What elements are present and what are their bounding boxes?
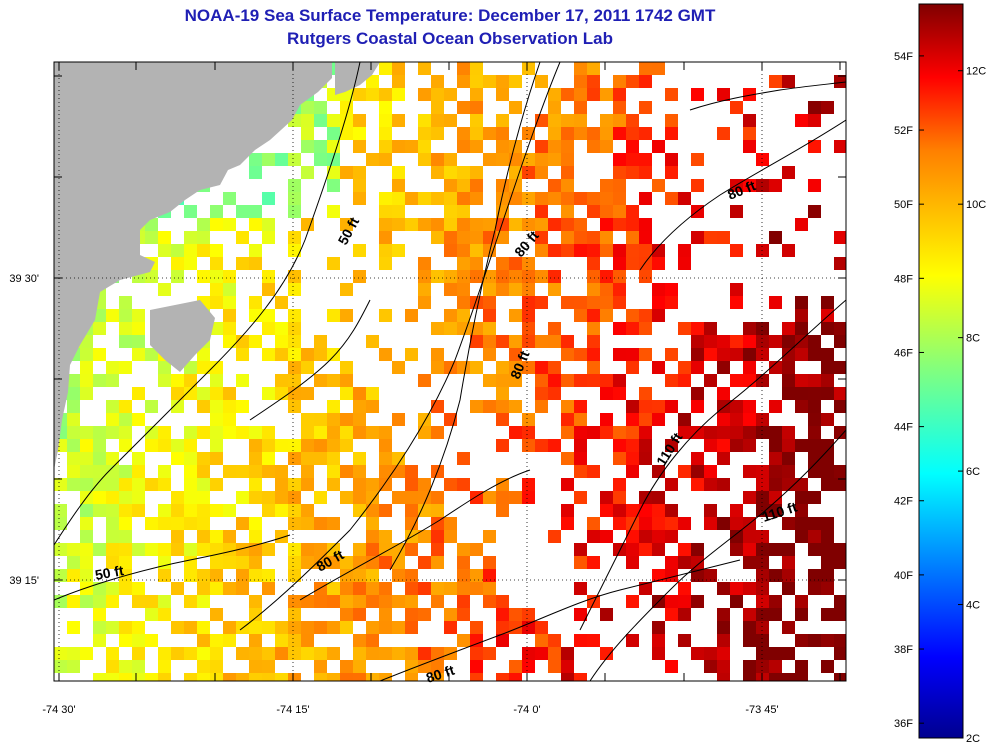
plot-frame: [53, 61, 847, 682]
colorbar-c-label-2: 8C: [966, 333, 980, 345]
contour-50ft-north: [54, 62, 361, 546]
x-tick-label-2: -74 15': [276, 704, 309, 716]
y-tick-label-1: 39 30': [9, 273, 39, 285]
contour-80ft-mid: [389, 62, 541, 571]
colorbar-ticks: [919, 55, 963, 739]
colorbar-f-label-1: 52F: [894, 125, 913, 137]
colorbar-f-label-6: 42F: [894, 496, 913, 508]
contour-50ft-south: [54, 534, 291, 601]
graticule: [54, 62, 846, 681]
contour-110ft-south: [589, 429, 846, 681]
colorbar-ramp: [918, 3, 964, 739]
contour-80ft-south: [299, 469, 531, 601]
land-barrier-island: [335, 62, 380, 95]
x-tick-label-3: -74 0': [513, 704, 540, 716]
bathymetry-contours: [54, 62, 846, 681]
contour-80ft-east: [639, 119, 846, 271]
map-title: NOAA-19 Sea Surface Temperature: Decembe…: [0, 4, 900, 50]
colorbar-f-label-3: 48F: [894, 273, 913, 285]
contour-80ft-bottom: [379, 559, 741, 681]
x-axis-labels: -74 30' -74 15' -74 0' -73 45': [42, 704, 778, 716]
colorbar-c-label-3: 6C: [966, 466, 980, 478]
colorbar-fahrenheit-labels: 54F 52F 50F 48F 46F 44F 42F 40F 38F 36F: [894, 51, 913, 730]
tick-marks: [54, 62, 846, 682]
contour-110ft-mid: [579, 299, 846, 631]
colorbar-c-label-0: 12C: [966, 66, 986, 78]
colorbar: 54F 52F 50F 48F 46F 44F 42F 40F 38F 36F 12C 10C 8C 6…: [894, 3, 986, 745]
colorbar-f-label-7: 40F: [894, 570, 913, 582]
contour-shoal-2: [689, 81, 846, 111]
contour-80ft-west: [239, 62, 561, 631]
title-line-1: NOAA-19 Sea Surface Temperature: Decembe…: [184, 6, 716, 25]
colorbar-f-label-4: 46F: [894, 347, 913, 359]
colorbar-f-label-2: 50F: [894, 199, 913, 211]
colorbar-f-label-5: 44F: [894, 422, 913, 434]
colorbar-f-label-8: 38F: [894, 644, 913, 656]
land-new-jersey: [54, 62, 332, 470]
y-tick-label-2: 39 15': [9, 575, 39, 587]
colorbar-f-label-9: 36F: [894, 718, 913, 730]
colorbar-f-label-0: 54F: [894, 51, 913, 63]
colorbar-c-label-4: 4C: [966, 600, 980, 612]
land-cape-may: [150, 300, 215, 372]
x-tick-label-4: -73 45': [745, 704, 778, 716]
contour-shoal-1: [249, 299, 371, 421]
colorbar-celsius-labels: 12C 10C 8C 6C 4C 2C: [966, 66, 986, 745]
colorbar-c-label-5: 2C: [966, 733, 980, 745]
y-axis-labels: 39 30' 39 15': [9, 273, 39, 587]
contour-label-50ft-south: 50 ft: [94, 562, 125, 583]
title-line-2: Rutgers Coastal Ocean Observation Lab: [287, 29, 613, 48]
x-tick-label-1: -74 30': [42, 704, 75, 716]
colorbar-c-label-1: 10C: [966, 199, 986, 211]
